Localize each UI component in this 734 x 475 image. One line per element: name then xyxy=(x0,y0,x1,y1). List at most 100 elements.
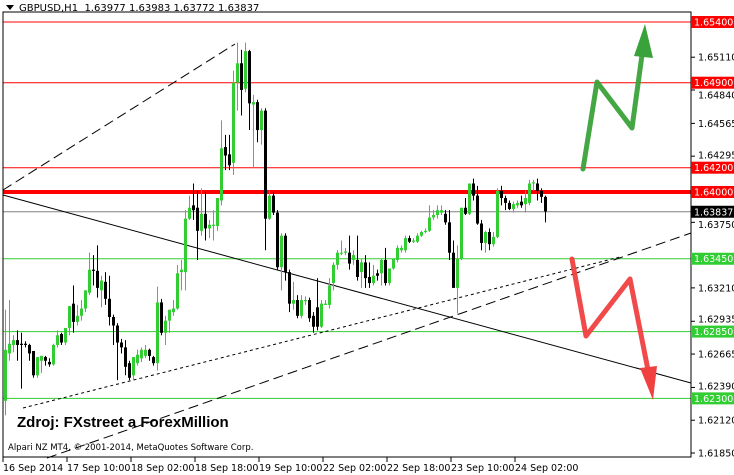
bullish-candle xyxy=(36,357,39,378)
candle-body xyxy=(116,325,119,343)
bullish-candle xyxy=(8,300,11,361)
candle-body xyxy=(60,334,63,343)
bullish-candle xyxy=(324,300,327,305)
candle-body xyxy=(136,354,139,364)
bullish-candle xyxy=(412,238,415,243)
bullish-candle xyxy=(528,179,531,206)
trendline-ascending-dashed[interactable] xyxy=(46,232,692,459)
x-tick-label: 22 Sep 02:00 xyxy=(323,463,386,474)
bearish-candle xyxy=(448,210,451,260)
bearish-candle xyxy=(192,183,195,220)
bearish-candle xyxy=(104,272,107,305)
candle-body xyxy=(184,218,187,273)
candle-body xyxy=(8,343,11,354)
candle-body xyxy=(408,238,411,242)
candle-body xyxy=(440,210,443,213)
bearish-candle xyxy=(452,240,455,288)
bullish-candle xyxy=(320,300,323,328)
candle-body xyxy=(144,349,147,356)
candle-body xyxy=(340,252,343,254)
bearish-candle xyxy=(376,269,379,281)
candle-body xyxy=(516,202,519,206)
candle-body xyxy=(244,51,247,89)
bullish-candle xyxy=(436,205,439,219)
bullish-candle xyxy=(136,349,139,366)
bullish-candle xyxy=(456,245,459,314)
bearish-candle xyxy=(112,314,115,345)
resistance-level-label: 1.65400 xyxy=(694,18,733,29)
trendline-ascending-dotted[interactable] xyxy=(22,256,621,409)
bullish-candle xyxy=(140,347,143,362)
resistance-level-label: 1.64200 xyxy=(694,163,733,174)
bullish-candle xyxy=(52,343,55,366)
bullish-candle xyxy=(268,190,271,220)
candle-body xyxy=(156,302,159,364)
y-tick-label: 1.62935 xyxy=(698,315,734,326)
trendline-upper-dashed[interactable] xyxy=(2,43,236,191)
candle-body xyxy=(392,258,395,269)
candle-body xyxy=(304,300,307,302)
resistance-level-label: 1.64900 xyxy=(694,78,733,89)
bullish-candle xyxy=(76,304,79,326)
candle-body xyxy=(76,315,79,322)
x-tick-label: 23 Sep 10:00 xyxy=(451,463,514,474)
x-tick-label: 16 Sep 2014 xyxy=(3,463,63,474)
y-tick-label: 1.63210 xyxy=(698,283,734,294)
bullish-candle xyxy=(292,281,295,310)
y-tick-label: 1.61850 xyxy=(698,449,734,460)
bearish-candle xyxy=(476,185,479,225)
candle-body xyxy=(316,307,319,327)
bearish-candle xyxy=(508,200,511,211)
candle-body xyxy=(388,268,391,284)
candle-body xyxy=(172,308,175,313)
resistance-level-label-bg xyxy=(691,16,734,28)
bearish-candle xyxy=(316,278,319,331)
candle-body xyxy=(368,276,371,284)
bearish-candle xyxy=(116,323,119,381)
bearish-candle xyxy=(284,233,287,281)
x-tick-label: 18 Sep 02:00 xyxy=(131,463,194,474)
bearish-candle xyxy=(488,228,491,251)
candle-body xyxy=(164,320,167,333)
bearish-candle xyxy=(272,191,275,216)
candle-body xyxy=(128,363,131,378)
candle-body xyxy=(28,344,31,354)
bullish-candle xyxy=(432,210,435,220)
y-tick-label: 1.62120 xyxy=(698,416,734,427)
bullish-candle xyxy=(232,70,235,175)
trendline-descending[interactable] xyxy=(2,194,692,384)
candle-body xyxy=(260,110,263,131)
bullish-candle xyxy=(172,300,175,316)
candle-body xyxy=(468,183,471,214)
bullish-candle xyxy=(424,228,427,234)
bullish-candle xyxy=(468,183,471,216)
candle-body xyxy=(492,236,495,245)
bullish-candle xyxy=(184,210,187,291)
bearish-candle xyxy=(248,49,251,131)
bullish-candle xyxy=(88,252,91,296)
bearish-candle xyxy=(296,295,299,319)
candle-body xyxy=(224,147,227,156)
symbol-label: GBPUSD,H1 xyxy=(19,3,79,14)
candle-body xyxy=(92,269,95,271)
bullish-candle xyxy=(532,179,535,191)
bearish-candle xyxy=(364,255,367,288)
candle-body xyxy=(212,224,215,226)
price-axis[interactable]: 1.65110 1.64840 1.64565 1.64295 1.63750 1.632… xyxy=(691,16,734,460)
bullish-candle xyxy=(340,240,343,256)
candle-body xyxy=(196,207,199,231)
bullish-candle xyxy=(244,42,247,93)
candle-body xyxy=(288,272,291,304)
candle-body xyxy=(292,300,295,304)
candle-body xyxy=(496,190,499,237)
candle-body xyxy=(280,235,283,268)
bullish-candle xyxy=(12,335,15,353)
support-level-label-bg xyxy=(691,392,734,405)
bullish-candle xyxy=(216,198,219,231)
collapse-triangle-icon[interactable] xyxy=(6,5,14,10)
candle-body xyxy=(228,154,231,166)
bullish-candle xyxy=(300,295,303,319)
candle-body xyxy=(188,207,191,219)
bearish-candle xyxy=(44,355,47,366)
